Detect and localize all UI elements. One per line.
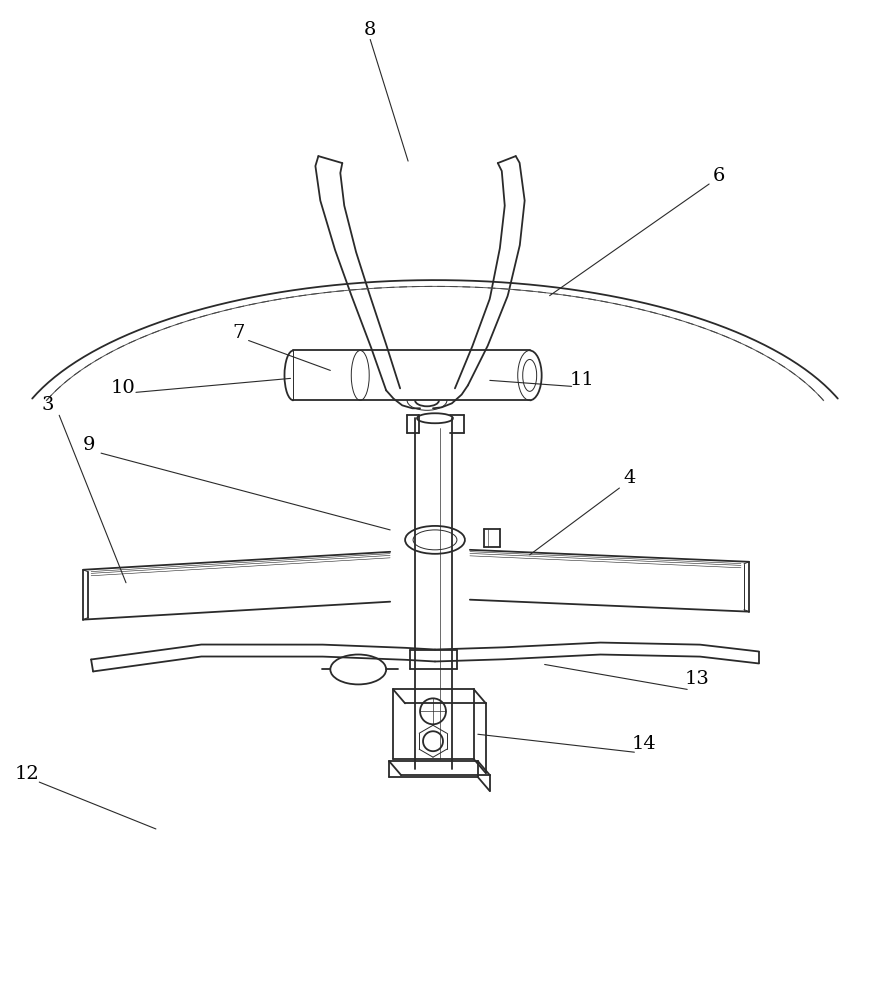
Text: 3: 3 [42,396,55,414]
Text: 7: 7 [232,324,244,342]
Text: 14: 14 [631,735,656,753]
Text: 11: 11 [568,371,594,389]
Text: 13: 13 [684,670,709,688]
Text: 8: 8 [363,21,376,39]
Text: 12: 12 [15,765,40,783]
Text: 4: 4 [622,469,635,487]
Text: 10: 10 [110,379,136,397]
Text: 6: 6 [712,167,725,185]
Text: 9: 9 [83,436,96,454]
